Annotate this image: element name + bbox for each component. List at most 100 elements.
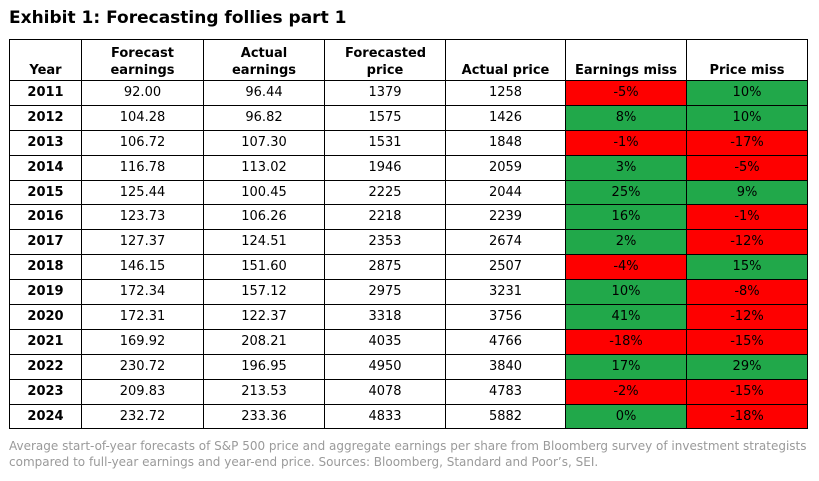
year-cell: 2016 — [9, 204, 82, 231]
forecasted-price-cell: 4035 — [324, 328, 446, 355]
forecasted-price-cell: 4833 — [324, 403, 446, 430]
forecasted-price-cell: 1531 — [324, 129, 446, 156]
year-cell: 2017 — [9, 229, 82, 256]
actual-price-cell: 2059 — [445, 154, 566, 181]
forecast-earnings-cell: 169.92 — [81, 328, 204, 355]
earnings-miss-cell: -4% — [565, 254, 687, 281]
forecast-earnings-cell: 232.72 — [81, 403, 204, 430]
table-row: 2022 230.72 196.95 4950 3840 17% 29% — [9, 353, 808, 380]
table-row: 2023 209.83 213.53 4078 4783 -2% -15% — [9, 378, 808, 405]
forecasted-price-cell: 2225 — [324, 179, 446, 206]
price-miss-cell: 10% — [686, 104, 808, 131]
table-row: 2024 232.72 233.36 4833 5882 0% -18% — [9, 403, 808, 430]
forecasted-price-cell: 2353 — [324, 229, 446, 256]
exhibit-title: Exhibit 1: Forecasting follies part 1 — [9, 8, 347, 28]
table-row: 2013 106.72 107.30 1531 1848 -1% -17% — [9, 129, 808, 156]
forecast-earnings-cell: 209.83 — [81, 378, 204, 405]
actual-price-cell: 1848 — [445, 129, 566, 156]
table-body: 2011 92.00 96.44 1379 1258 -5% 10% 2012 104.28 96… — [9, 80, 808, 430]
earnings-miss-cell: 3% — [565, 154, 687, 181]
actual-earnings-cell: 106.26 — [203, 204, 325, 231]
forecasted-price-cell: 3318 — [324, 304, 446, 330]
table-row: 2015 125.44 100.45 2225 2044 25% 9% — [9, 179, 808, 206]
header-price-miss: Price miss — [686, 39, 808, 81]
actual-price-cell: 1426 — [445, 104, 566, 131]
price-miss-cell: -1% — [686, 204, 808, 231]
table-row: 2017 127.37 124.51 2353 2674 2% -12% — [9, 229, 808, 256]
price-miss-cell: -15% — [686, 378, 808, 405]
year-cell: 2013 — [9, 129, 82, 156]
header-year: Year — [9, 39, 82, 81]
earnings-miss-cell: 25% — [565, 179, 687, 206]
year-cell: 2014 — [9, 154, 82, 181]
actual-earnings-cell: 208.21 — [203, 328, 325, 355]
actual-price-cell: 4766 — [445, 328, 566, 355]
header-actual-price: Actual price — [445, 39, 566, 81]
actual-earnings-cell: 122.37 — [203, 304, 325, 330]
earnings-miss-cell: -5% — [565, 80, 687, 106]
forecasted-price-cell: 2975 — [324, 279, 446, 306]
earnings-miss-cell: 41% — [565, 304, 687, 330]
header-forecasted-price: Forecasted price — [324, 39, 446, 81]
price-miss-cell: 9% — [686, 179, 808, 206]
forecasted-price-cell: 4950 — [324, 353, 446, 380]
earnings-miss-cell: 8% — [565, 104, 687, 131]
earnings-miss-cell: -18% — [565, 328, 687, 355]
header-earnings-miss: Earnings miss — [565, 39, 687, 81]
forecast-earnings-cell: 116.78 — [81, 154, 204, 181]
actual-price-cell: 3756 — [445, 304, 566, 330]
forecast-earnings-cell: 172.31 — [81, 304, 204, 330]
actual-earnings-cell: 157.12 — [203, 279, 325, 306]
price-miss-cell: -12% — [686, 229, 808, 256]
header-forecast-earnings-label: Forecast earnings — [110, 46, 175, 78]
forecasted-price-cell: 1379 — [324, 80, 446, 106]
forecasted-price-cell: 4078 — [324, 378, 446, 405]
forecast-earnings-cell: 92.00 — [81, 80, 204, 106]
table-row: 2019 172.34 157.12 2975 3231 10% -8% — [9, 279, 808, 306]
year-cell: 2022 — [9, 353, 82, 380]
actual-earnings-cell: 100.45 — [203, 179, 325, 206]
actual-earnings-cell: 113.02 — [203, 154, 325, 181]
actual-earnings-cell: 233.36 — [203, 403, 325, 430]
actual-price-cell: 2239 — [445, 204, 566, 231]
forecast-earnings-cell: 172.34 — [81, 279, 204, 306]
actual-price-cell: 2044 — [445, 179, 566, 206]
forecast-earnings-cell: 123.73 — [81, 204, 204, 231]
forecast-table: Year Forecast earnings Actual earnings F… — [9, 39, 808, 430]
year-cell: 2015 — [9, 179, 82, 206]
forecast-earnings-cell: 106.72 — [81, 129, 204, 156]
table-row: 2014 116.78 113.02 1946 2059 3% -5% — [9, 154, 808, 181]
earnings-miss-cell: 16% — [565, 204, 687, 231]
forecasted-price-cell: 2218 — [324, 204, 446, 231]
forecasted-price-cell: 1946 — [324, 154, 446, 181]
actual-price-cell: 3840 — [445, 353, 566, 380]
price-miss-cell: -17% — [686, 129, 808, 156]
price-miss-cell: -8% — [686, 279, 808, 306]
price-miss-cell: -12% — [686, 304, 808, 330]
forecasted-price-cell: 2875 — [324, 254, 446, 281]
actual-earnings-cell: 151.60 — [203, 254, 325, 281]
header-forecasted-price-label: Forecasted price — [345, 46, 427, 78]
actual-price-cell: 2674 — [445, 229, 566, 256]
actual-price-cell: 4783 — [445, 378, 566, 405]
table-row: 2020 172.31 122.37 3318 3756 41% -12% — [9, 304, 808, 330]
actual-earnings-cell: 107.30 — [203, 129, 325, 156]
price-miss-cell: 15% — [686, 254, 808, 281]
earnings-miss-cell: 2% — [565, 229, 687, 256]
actual-earnings-cell: 96.44 — [203, 80, 325, 106]
year-cell: 2018 — [9, 254, 82, 281]
forecast-earnings-cell: 127.37 — [81, 229, 204, 256]
table-row: 2016 123.73 106.26 2218 2239 16% -1% — [9, 204, 808, 231]
actual-earnings-cell: 196.95 — [203, 353, 325, 380]
earnings-miss-cell: 17% — [565, 353, 687, 380]
actual-earnings-cell: 96.82 — [203, 104, 325, 131]
header-row: Year Forecast earnings Actual earnings F… — [9, 39, 808, 81]
year-cell: 2012 — [9, 104, 82, 131]
actual-price-cell: 3231 — [445, 279, 566, 306]
header-actual-earnings: Actual earnings — [203, 39, 325, 81]
price-miss-cell: -18% — [686, 403, 808, 430]
forecast-earnings-cell: 146.15 — [81, 254, 204, 281]
price-miss-cell: 29% — [686, 353, 808, 380]
year-cell: 2011 — [9, 80, 82, 106]
forecast-earnings-cell: 125.44 — [81, 179, 204, 206]
